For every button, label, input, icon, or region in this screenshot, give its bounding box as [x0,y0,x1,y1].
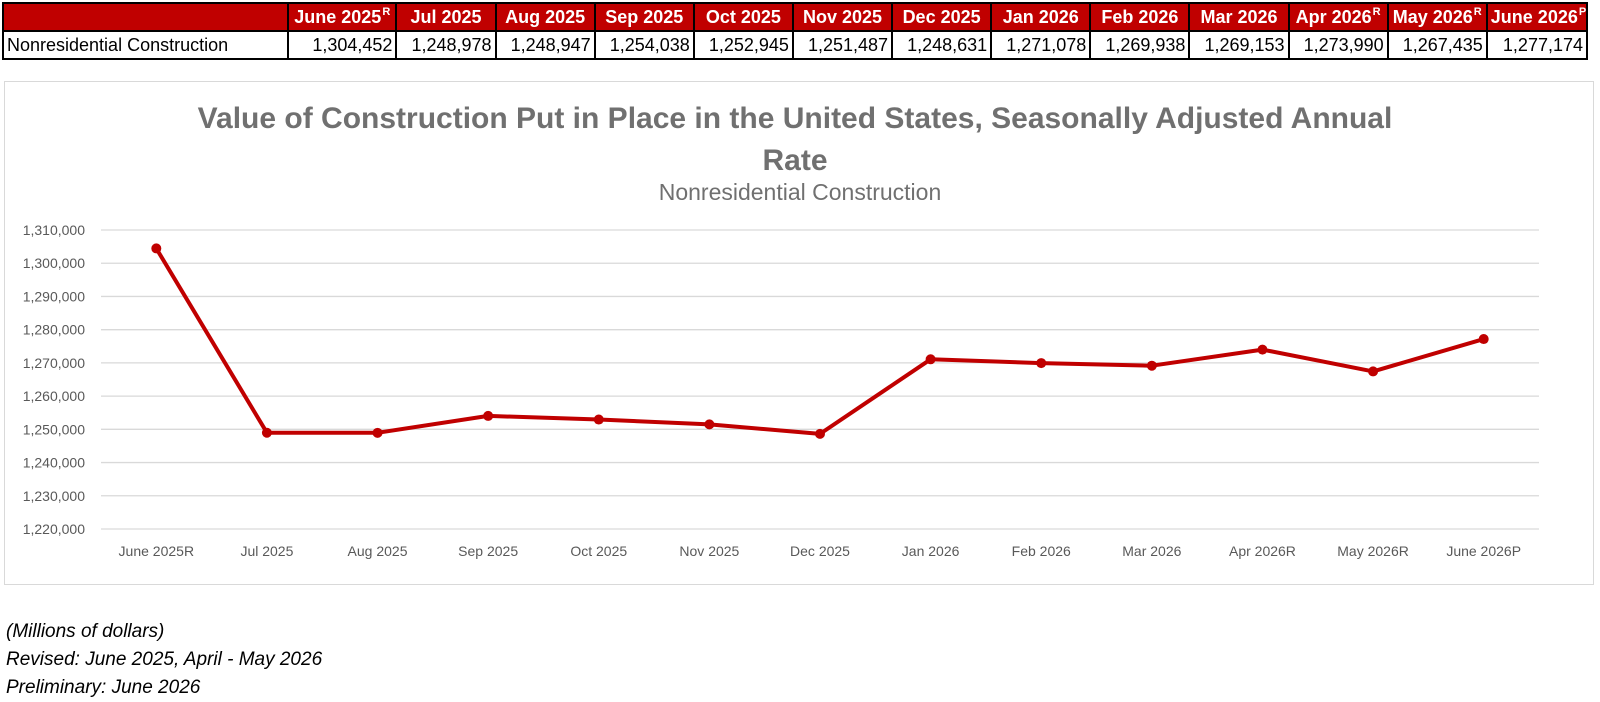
series-line [151,243,1489,439]
table-header-cell: Jan 2026 [990,2,1092,32]
x-tick-label: Sep 2025 [458,543,518,559]
table-header-cell: May 2026R [1386,2,1488,32]
data-point [372,427,383,438]
data-point [1036,358,1047,369]
table-header-cell: Dec 2025 [891,2,993,32]
y-tick-label: 1,230,000 [23,488,85,504]
data-table: June 2025R Jul 2025 Aug 2025 Sep 2025 Oc… [1,2,1589,60]
x-tick-label: Apr 2026R [1229,543,1296,559]
x-tick-label: Jul 2025 [240,543,293,559]
data-point [261,427,272,438]
data-point [1368,366,1379,377]
table-header-cell: June 2026P [1485,2,1589,32]
table-cell: 1,269,938 [1089,30,1191,60]
data-point [593,414,604,425]
chart-area: 1,220,000 1,230,000 1,240,000 1,250,000 1,26… [4,81,1594,585]
series-line-path [154,247,1485,436]
chart-subtitle: Nonresidential Construction [658,179,942,205]
units-note: (Millions of dollars) [6,621,165,642]
table-row-label: Nonresidential Construction [1,30,290,60]
y-tick-label: 1,310,000 [23,222,85,238]
table-corner-cell [1,2,290,32]
y-tick-label: 1,300,000 [23,255,85,271]
table-cell: 1,304,452 [287,30,398,60]
y-axis-ticks: 1,220,000 1,230,000 1,240,000 1,250,000 1,26… [23,222,85,537]
table-cell: 1,251,487 [791,30,894,60]
table-row: Nonresidential Construction 1,304,452 1,… [1,30,1589,60]
table-cell: 1,273,990 [1287,30,1389,60]
gridlines [101,229,1539,530]
chart-title: Value of Construction Put in Place in th… [197,102,1393,177]
x-tick-label: Dec 2025 [790,543,850,559]
x-tick-label: Jan 2026 [902,543,960,559]
data-point [925,354,936,365]
table-header-cell: Sep 2025 [593,2,695,32]
x-tick-label: Oct 2025 [570,543,627,559]
data-point [151,243,162,254]
table-cell: 1,254,038 [593,30,695,60]
table-header-cell: Mar 2026 [1188,2,1290,32]
table-header-cell: June 2025R [287,2,398,32]
y-tick-label: 1,270,000 [23,355,85,371]
table-header-cell: Aug 2025 [494,2,596,32]
table-cell: 1,248,978 [395,30,497,60]
table-header-cell: Jul 2025 [395,2,497,32]
y-tick-label: 1,260,000 [23,388,85,404]
table-cell: 1,248,631 [891,30,993,60]
x-tick-label: Feb 2026 [1012,543,1071,559]
table-header-cell: Feb 2026 [1089,2,1191,32]
x-tick-label: June 2025R [119,543,195,559]
y-tick-label: 1,220,000 [23,521,85,537]
table-header-cell: Nov 2025 [791,2,894,32]
table-header-cell: Oct 2025 [692,2,794,32]
line-chart: 1,220,000 1,230,000 1,240,000 1,250,000 1,26… [23,222,1539,559]
x-tick-label: Aug 2025 [348,543,408,559]
x-tick-label: May 2026R [1337,543,1409,559]
table-header-cell: Apr 2026R [1287,2,1389,32]
y-tick-label: 1,290,000 [23,288,85,304]
table-cell: 1,248,947 [494,30,596,60]
data-point [1257,344,1268,355]
data-point [815,428,825,439]
table-cell: 1,267,435 [1386,30,1488,60]
y-tick-label: 1,250,000 [23,421,85,437]
x-axis-ticks: June 2025R Jul 2025 Aug 2025 Sep 2025 Oct 20… [119,543,1522,559]
table-cell: 1,269,153 [1188,30,1290,60]
x-tick-label: Mar 2026 [1122,543,1181,559]
data-point [704,419,715,430]
data-point [1146,360,1157,371]
y-tick-label: 1,280,000 [23,322,85,338]
y-tick-label: 1,240,000 [23,455,85,471]
revised-note: Revised: June 2025, April - May 2026 [6,649,323,670]
footnotes: (Millions of dollars) Revised: June 2025… [6,618,322,702]
data-point [483,410,494,421]
table-cell: 1,271,078 [990,30,1092,60]
table-cell: 1,277,174 [1485,30,1589,60]
x-tick-label: Nov 2025 [679,543,739,559]
table-header-row: June 2025R Jul 2025 Aug 2025 Sep 2025 Oc… [1,2,1589,32]
table-cell: 1,252,945 [692,30,794,60]
data-point [1478,334,1489,345]
x-tick-label: June 2026P [1446,543,1521,559]
preliminary-note: Preliminary: June 2026 [6,677,201,698]
